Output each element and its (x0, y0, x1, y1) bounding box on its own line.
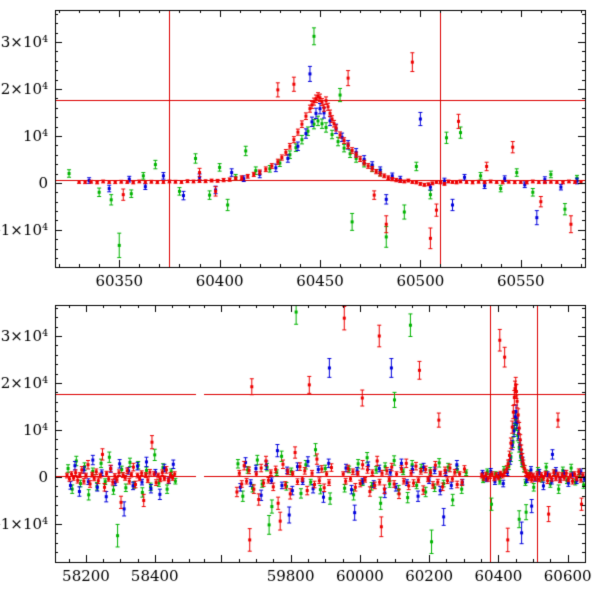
light-curve-figure (0, 0, 600, 600)
light-curves-canvas (0, 0, 600, 600)
